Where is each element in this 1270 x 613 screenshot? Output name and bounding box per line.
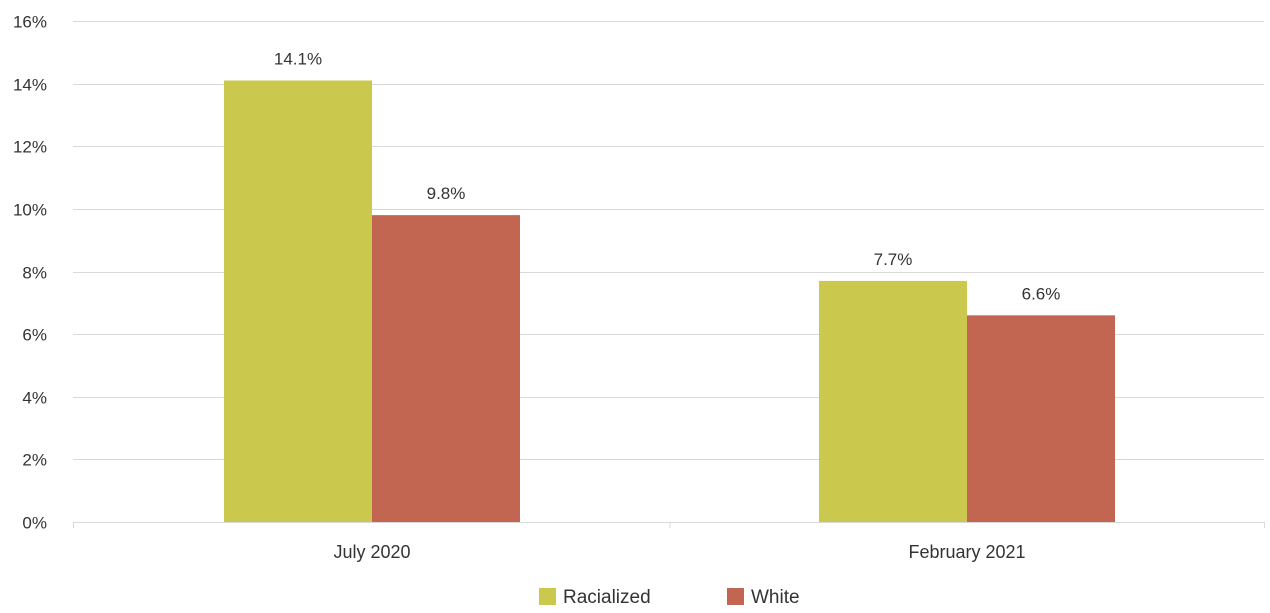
y-tick-label: 0%	[22, 514, 47, 533]
y-tick-label: 8%	[22, 264, 47, 283]
data-label: 7.7%	[874, 250, 913, 269]
legend: Racialized White	[539, 587, 800, 608]
legend-label-white: White	[751, 587, 800, 608]
y-tick-label: 10%	[13, 201, 47, 220]
x-axis	[73, 522, 1265, 528]
bar-racialized-1	[819, 280, 967, 522]
y-tick-label: 12%	[13, 138, 47, 157]
data-labels: 14.1% 7.7% 9.8% 6.6%	[274, 49, 1060, 303]
bars	[224, 80, 1115, 523]
y-tick-label: 16%	[13, 13, 47, 32]
y-tick-label: 6%	[22, 326, 47, 345]
y-tick-label: 14%	[13, 76, 47, 95]
y-axis-tick-labels: 0% 2% 4% 6% 8% 10% 12% 14% 16%	[13, 13, 47, 533]
legend-swatch-white	[727, 588, 744, 605]
y-tick-label: 2%	[22, 451, 47, 470]
x-category-label: February 2021	[908, 542, 1025, 562]
y-tick-label: 4%	[22, 389, 47, 408]
bar-white-0	[372, 215, 520, 522]
data-label: 14.1%	[274, 49, 322, 68]
bar-racialized-0	[224, 80, 372, 523]
x-axis-category-labels: July 2020 February 2021	[333, 542, 1025, 562]
data-label: 6.6%	[1022, 284, 1061, 303]
data-label: 9.8%	[427, 184, 466, 203]
legend-swatch-racialized	[539, 588, 556, 605]
bar-white-1	[967, 315, 1115, 522]
x-category-label: July 2020	[333, 542, 410, 562]
legend-label-racialized: Racialized	[563, 587, 651, 608]
